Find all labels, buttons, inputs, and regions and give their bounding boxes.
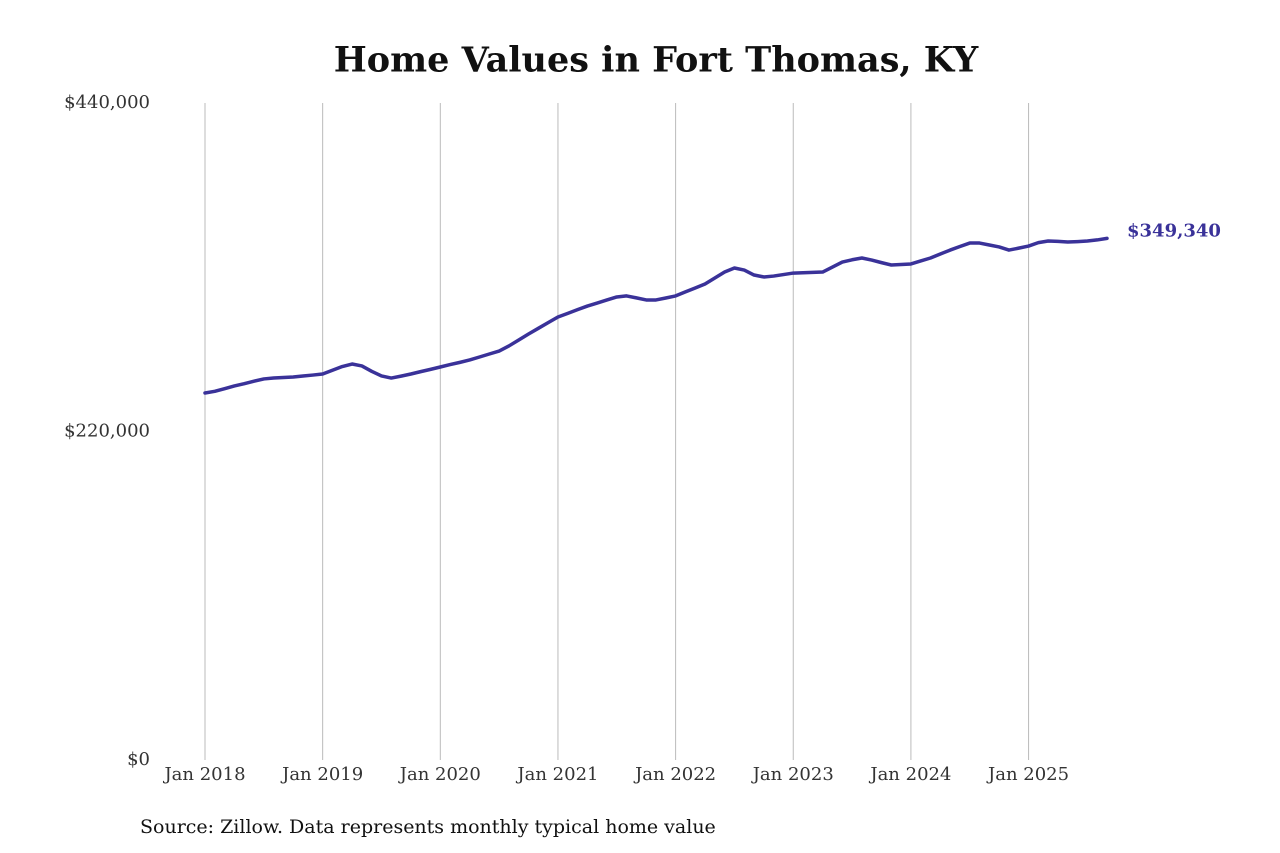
source-note: Source: Zillow. Data represents monthly … — [140, 816, 716, 838]
x-tick-label: Jan 2019 — [280, 764, 363, 785]
data-line — [203, 236, 1109, 395]
x-tick-label: Jan 2023 — [751, 764, 834, 785]
y-tick-label: $0 — [127, 749, 150, 770]
y-tick-label: $440,000 — [64, 92, 150, 113]
chart-title: Home Values in Fort Thomas, KY — [334, 40, 980, 81]
y-tick-label: $220,000 — [64, 421, 150, 442]
x-tick-label: Jan 2018 — [162, 764, 245, 785]
value-label: $349,340 — [1127, 220, 1221, 241]
x-tick-label: Jan 2022 — [633, 764, 716, 785]
x-tick-label: Jan 2020 — [398, 764, 481, 785]
x-tick-label: Jan 2021 — [515, 764, 598, 785]
x-tick-label: Jan 2025 — [986, 764, 1069, 785]
x-tick-label: Jan 2024 — [868, 764, 951, 785]
